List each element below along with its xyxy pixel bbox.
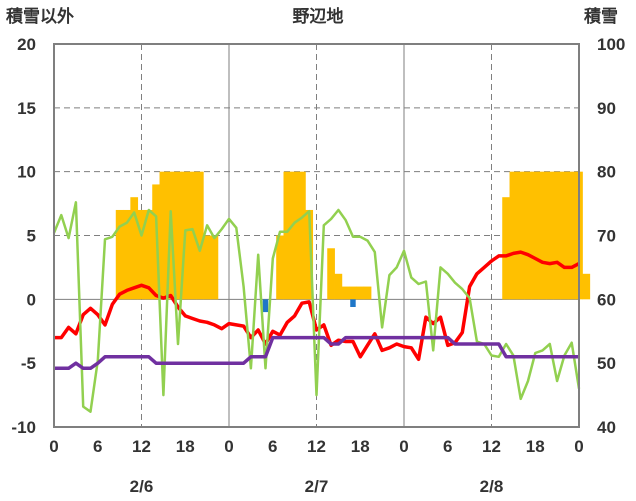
bar bbox=[327, 248, 335, 300]
bar bbox=[524, 171, 532, 300]
x-tick-label: 0 bbox=[574, 437, 583, 456]
day-label: 2/6 bbox=[130, 477, 154, 496]
bar bbox=[545, 171, 554, 300]
bar bbox=[130, 197, 139, 300]
day-label: 2/7 bbox=[305, 477, 329, 496]
plot-frame bbox=[53, 43, 580, 428]
left-tick-label: -10 bbox=[11, 418, 36, 437]
bar bbox=[262, 299, 269, 313]
x-tick-label: 18 bbox=[526, 437, 545, 456]
left-tick-label: 0 bbox=[27, 290, 36, 309]
left-tick-label: 15 bbox=[17, 99, 36, 118]
bar bbox=[210, 235, 219, 300]
bar bbox=[334, 273, 343, 300]
bar bbox=[115, 209, 124, 300]
bar bbox=[356, 286, 365, 300]
bar bbox=[203, 235, 211, 300]
bar bbox=[305, 209, 314, 300]
bar bbox=[567, 171, 576, 300]
right-tick-label: 80 bbox=[597, 163, 616, 182]
x-tick-label: 12 bbox=[482, 437, 501, 456]
day-label: 2/8 bbox=[480, 477, 504, 496]
right-axis-label: 積雪 bbox=[584, 6, 618, 26]
bar bbox=[123, 209, 131, 300]
bar bbox=[363, 286, 372, 300]
right-tick-label: 90 bbox=[597, 99, 616, 118]
bar bbox=[349, 286, 357, 300]
bar bbox=[516, 171, 525, 300]
x-tick-label: 18 bbox=[176, 437, 195, 456]
left-tick-label: 5 bbox=[27, 227, 36, 246]
x-tick-label: 6 bbox=[268, 437, 277, 456]
bar bbox=[531, 171, 540, 300]
bar bbox=[350, 299, 356, 307]
series-line bbox=[54, 335, 579, 371]
x-tick-label: 6 bbox=[443, 437, 452, 456]
bar bbox=[290, 171, 299, 300]
bar bbox=[509, 171, 518, 300]
bar bbox=[341, 286, 350, 300]
bar bbox=[560, 171, 569, 300]
right-tick-label: 40 bbox=[597, 418, 616, 437]
x-tick-label: 0 bbox=[399, 437, 408, 456]
bar bbox=[195, 171, 204, 300]
left-tick-label: -5 bbox=[21, 354, 36, 373]
bar bbox=[538, 171, 547, 300]
x-tick-label: 18 bbox=[351, 437, 370, 456]
right-tick-label: 50 bbox=[597, 354, 616, 373]
bar bbox=[159, 171, 168, 300]
bar-series bbox=[115, 171, 591, 313]
bar bbox=[188, 171, 197, 300]
series-line bbox=[54, 250, 580, 362]
x-tick-label: 6 bbox=[93, 437, 102, 456]
chart-title: 野辺地 bbox=[293, 6, 344, 26]
bar bbox=[283, 171, 292, 300]
right-tick-label: 60 bbox=[597, 290, 616, 309]
right-tick-label: 70 bbox=[597, 227, 616, 246]
right-tick-label: 100 bbox=[597, 35, 625, 54]
x-tick-label: 12 bbox=[132, 437, 151, 456]
left-axis-label: 積雪以外 bbox=[6, 6, 74, 26]
bar bbox=[144, 209, 153, 300]
left-tick-label: 20 bbox=[17, 35, 36, 54]
series-line bbox=[52, 201, 581, 413]
bar bbox=[137, 209, 146, 300]
bar bbox=[174, 171, 182, 300]
bar bbox=[298, 171, 306, 300]
line-series bbox=[52, 201, 581, 413]
x-tick-label: 0 bbox=[49, 437, 58, 456]
bar bbox=[582, 273, 591, 300]
bar bbox=[276, 235, 284, 300]
left-tick-label: 10 bbox=[17, 163, 36, 182]
bar bbox=[553, 171, 561, 300]
bar bbox=[502, 197, 510, 300]
x-tick-label: 12 bbox=[307, 437, 326, 456]
x-tick-label: 0 bbox=[224, 437, 233, 456]
